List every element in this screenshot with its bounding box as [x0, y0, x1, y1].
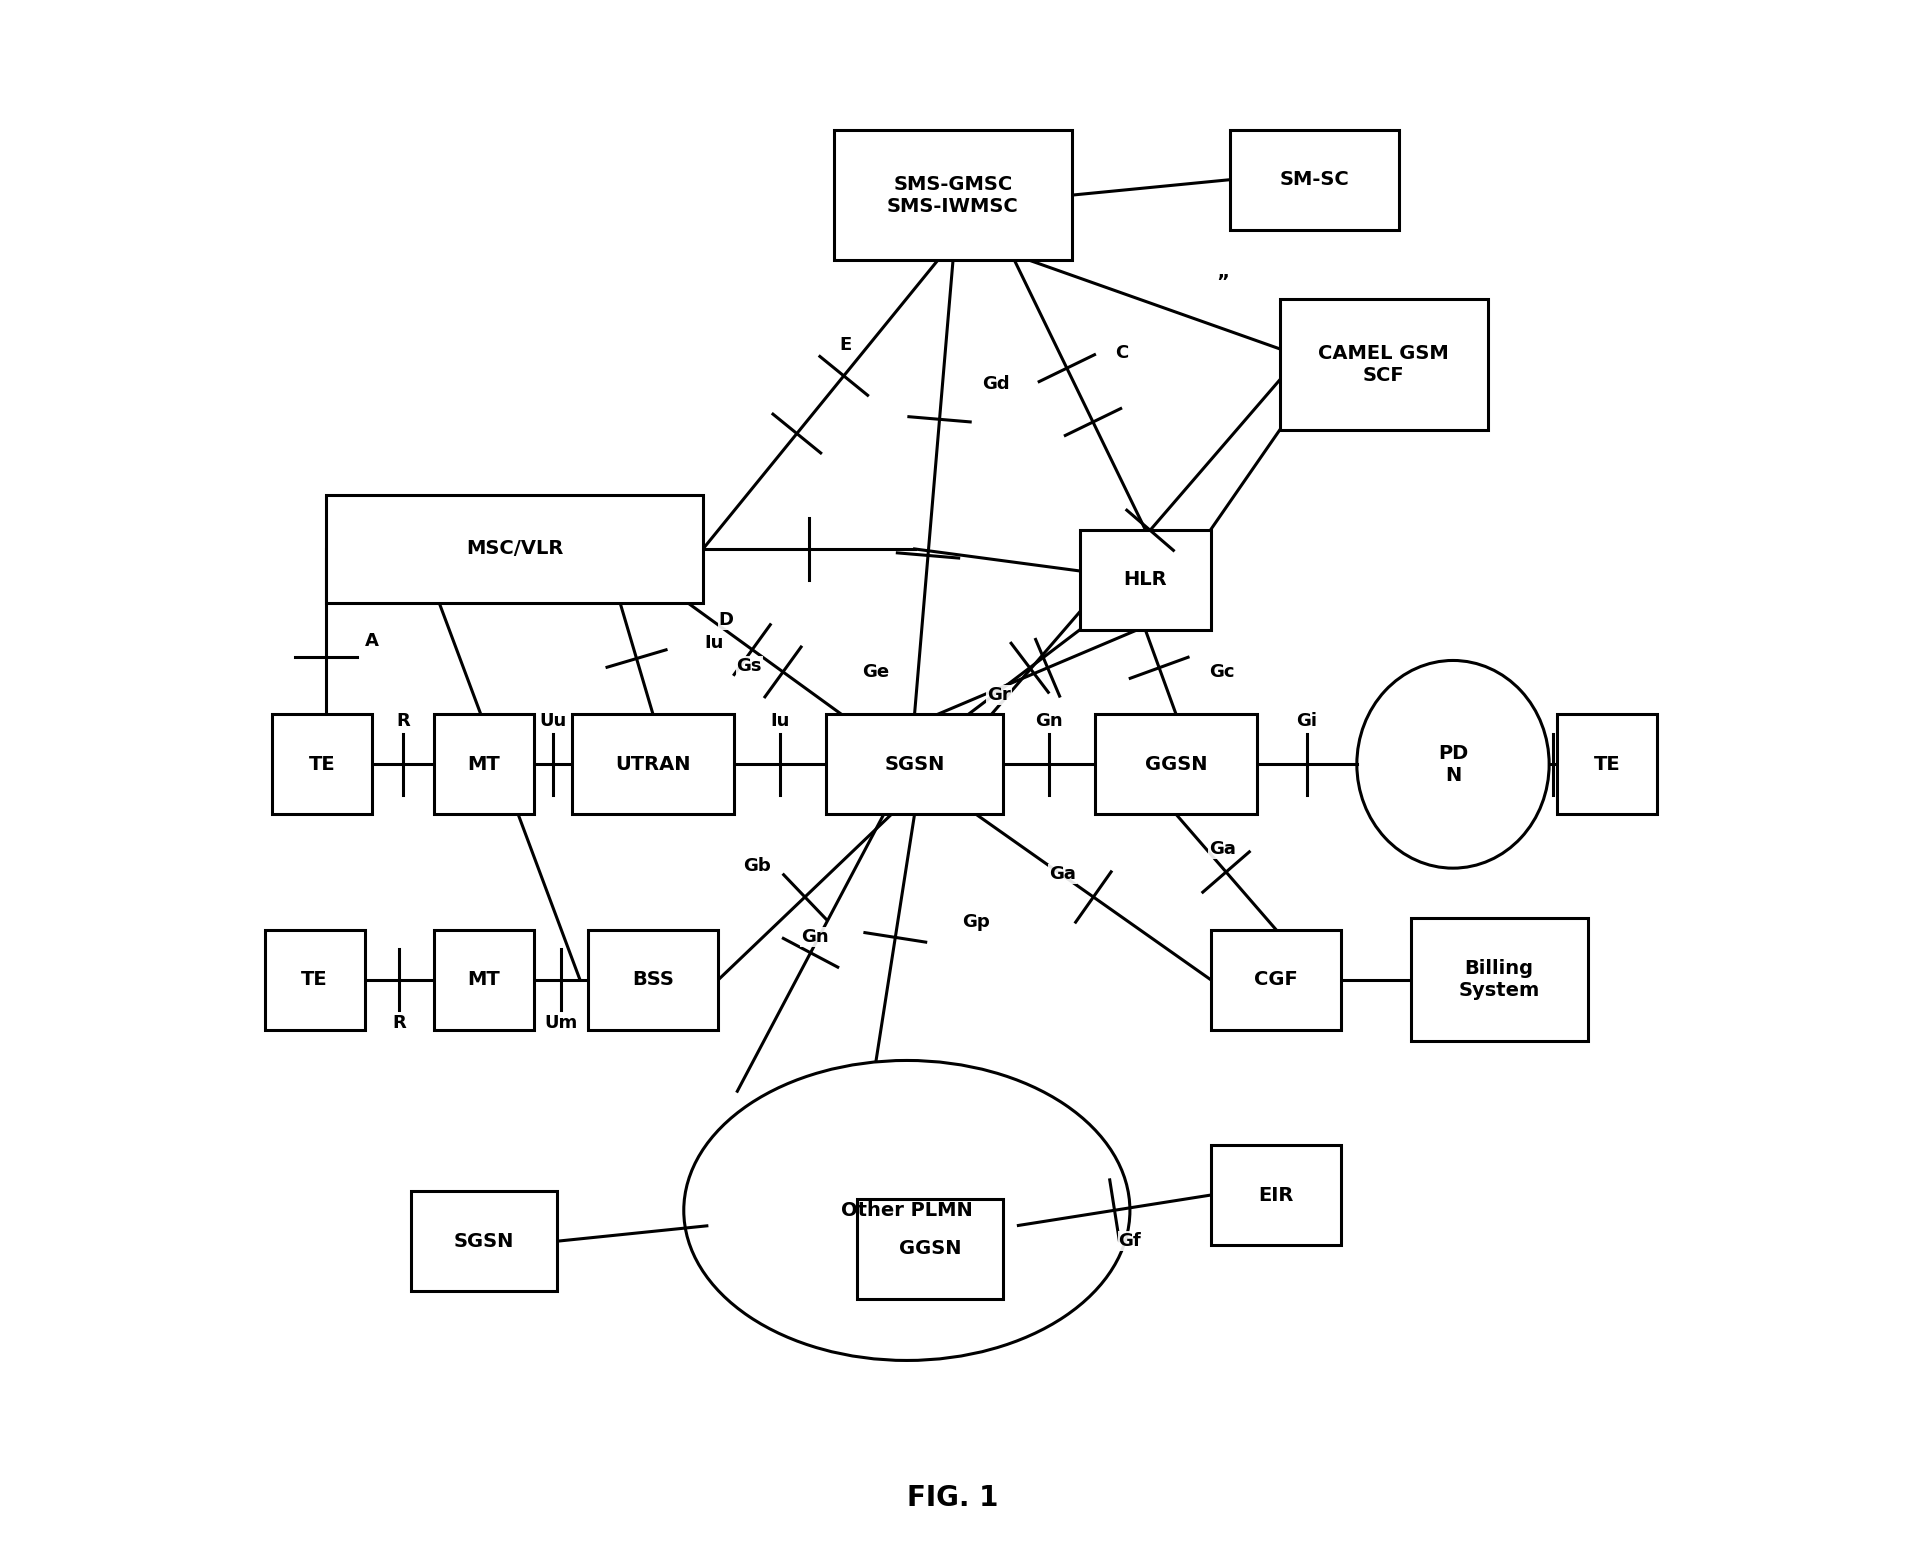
- Text: Gf: Gf: [1118, 1232, 1141, 1251]
- Text: Gb: Gb: [743, 857, 770, 875]
- Text: A: A: [366, 631, 379, 650]
- Text: GGSN: GGSN: [897, 1240, 960, 1258]
- Text: SGSN: SGSN: [884, 755, 945, 774]
- Text: TE: TE: [1593, 755, 1619, 774]
- FancyBboxPatch shape: [825, 715, 1002, 814]
- Ellipse shape: [1356, 661, 1549, 868]
- Text: Um: Um: [543, 1014, 577, 1031]
- Text: Gr: Gr: [987, 686, 1010, 704]
- FancyBboxPatch shape: [832, 130, 1073, 261]
- FancyBboxPatch shape: [265, 929, 364, 1030]
- Text: Iu: Iu: [770, 712, 789, 730]
- FancyBboxPatch shape: [1229, 130, 1398, 230]
- Text: C: C: [1114, 344, 1128, 361]
- FancyBboxPatch shape: [587, 929, 718, 1030]
- Text: MT: MT: [467, 970, 499, 990]
- Text: Gs: Gs: [735, 658, 762, 675]
- Text: Gc: Gc: [1210, 662, 1234, 681]
- Text: FIG. 1: FIG. 1: [907, 1484, 998, 1512]
- Text: TE: TE: [309, 755, 335, 774]
- Text: SMS-GMSC
SMS-IWMSC: SMS-GMSC SMS-IWMSC: [886, 174, 1019, 216]
- Text: PD
N: PD N: [1436, 744, 1467, 784]
- Text: MSC/VLR: MSC/VLR: [465, 539, 564, 559]
- Text: SM-SC: SM-SC: [1278, 170, 1349, 190]
- Text: BSS: BSS: [632, 970, 674, 990]
- Text: Gn: Gn: [1034, 712, 1063, 730]
- Text: Uu: Uu: [539, 712, 566, 730]
- FancyBboxPatch shape: [857, 1200, 1002, 1299]
- Text: Iu: Iu: [705, 635, 724, 652]
- FancyBboxPatch shape: [1280, 300, 1486, 429]
- Text: Billing
System: Billing System: [1457, 959, 1539, 1001]
- FancyBboxPatch shape: [1210, 929, 1341, 1030]
- FancyBboxPatch shape: [1556, 715, 1655, 814]
- FancyBboxPatch shape: [572, 715, 733, 814]
- FancyBboxPatch shape: [434, 715, 533, 814]
- Text: Gp: Gp: [962, 913, 989, 931]
- Ellipse shape: [684, 1061, 1130, 1360]
- FancyBboxPatch shape: [410, 1192, 556, 1291]
- Text: Ga: Ga: [1048, 865, 1076, 883]
- Text: Gn: Gn: [800, 928, 829, 946]
- FancyBboxPatch shape: [434, 929, 533, 1030]
- FancyBboxPatch shape: [272, 715, 371, 814]
- FancyBboxPatch shape: [1080, 530, 1210, 630]
- Text: Gd: Gd: [981, 375, 1010, 392]
- Text: UTRAN: UTRAN: [615, 755, 690, 774]
- Text: R: R: [396, 712, 410, 730]
- Text: Gi: Gi: [1295, 712, 1316, 730]
- Text: EIR: EIR: [1257, 1186, 1293, 1204]
- FancyBboxPatch shape: [326, 496, 703, 602]
- Text: HLR: HLR: [1122, 570, 1166, 590]
- Text: Ga: Ga: [1208, 840, 1234, 858]
- FancyBboxPatch shape: [1095, 715, 1255, 814]
- FancyBboxPatch shape: [1410, 919, 1587, 1041]
- FancyBboxPatch shape: [1210, 1146, 1341, 1244]
- Text: CGF: CGF: [1253, 970, 1297, 990]
- Text: D: D: [718, 611, 733, 628]
- Text: SGSN: SGSN: [453, 1232, 514, 1251]
- Text: TE: TE: [301, 970, 328, 990]
- Text: MT: MT: [467, 755, 499, 774]
- Text: R: R: [392, 1014, 406, 1031]
- Text: Other PLMN: Other PLMN: [840, 1201, 972, 1220]
- Text: E: E: [838, 337, 852, 354]
- Text: GGSN: GGSN: [1145, 755, 1206, 774]
- Text: Ge: Ge: [863, 662, 890, 681]
- Text: ”: ”: [1215, 273, 1229, 292]
- Text: CAMEL GSM
SCF: CAMEL GSM SCF: [1318, 344, 1448, 384]
